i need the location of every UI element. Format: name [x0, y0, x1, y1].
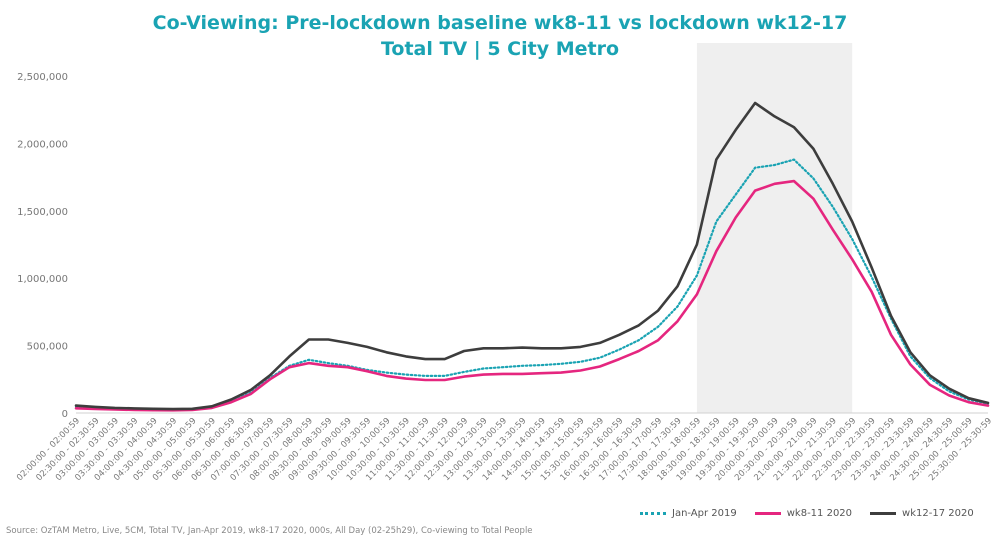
- chart-title: Co-Viewing: Pre-lockdown baseline wk8-11…: [152, 12, 848, 34]
- y-tick-label: 2,500,000: [17, 72, 68, 83]
- chart-subtitle: Total TV | 5 City Metro: [380, 38, 620, 60]
- legend-swatch-wk12-17-2020: [870, 512, 897, 515]
- legend-label-wk12-17-2020: wk12-17 2020: [902, 508, 974, 519]
- series-line-wk12-17-2020: [74, 101, 990, 411]
- source-note: Source: OzTAM Metro, Live, 5CM, Total TV…: [6, 526, 533, 536]
- legend-label-wk8-11-2020: wk8-11 2020: [786, 508, 853, 519]
- legend-item-jan-apr-2019: Jan-Apr 2019: [640, 508, 737, 519]
- highlight-band: [696, 43, 853, 413]
- legend-swatch-jan-apr-2019: [640, 512, 666, 515]
- legend-swatch-wk8-11-2020: [754, 512, 781, 515]
- legend-label-jan-apr-2019: Jan-Apr 2019: [672, 508, 737, 519]
- y-tick-label: 2,000,000: [17, 139, 68, 150]
- legend-item-wk8-11-2020: wk8-11 2020: [754, 508, 853, 519]
- y-tick-label: 1,000,000: [17, 274, 68, 285]
- series-line-wk8-11-2020: [74, 179, 990, 412]
- legend-item-wk12-17-2020: wk12-17 2020: [870, 508, 974, 519]
- y-tick-label: 0: [62, 409, 68, 420]
- y-tick-label: 1,500,000: [17, 207, 68, 218]
- y-tick-label: 500,000: [27, 342, 68, 353]
- legend: Jan-Apr 2019 wk8-11 2020 wk12-17 2020: [640, 508, 974, 519]
